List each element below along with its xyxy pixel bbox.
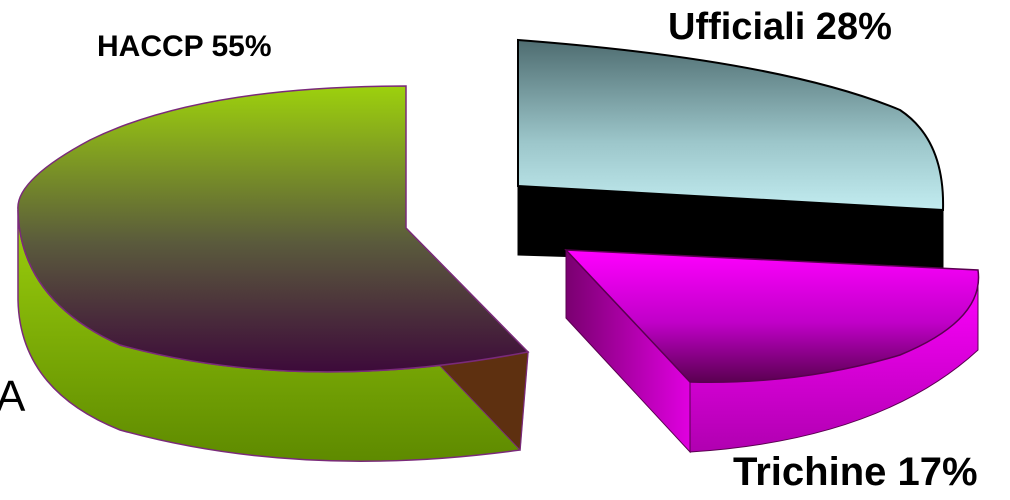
slice-label-haccp: HACCP 55% bbox=[97, 30, 272, 63]
slice-label-ufficiali: Ufficiali 28% bbox=[668, 6, 892, 48]
slice-ufficiali bbox=[517, 38, 945, 269]
slice-ufficiali-top bbox=[517, 38, 945, 212]
slice-label-trichine: Trichine 17% bbox=[733, 450, 978, 494]
slice-haccp bbox=[17, 85, 530, 462]
slice-trichine bbox=[564, 248, 980, 454]
cropped-text-fragment: A bbox=[0, 372, 26, 421]
slice-trichine-top bbox=[564, 249, 980, 384]
slice-haccp-top bbox=[17, 85, 530, 373]
